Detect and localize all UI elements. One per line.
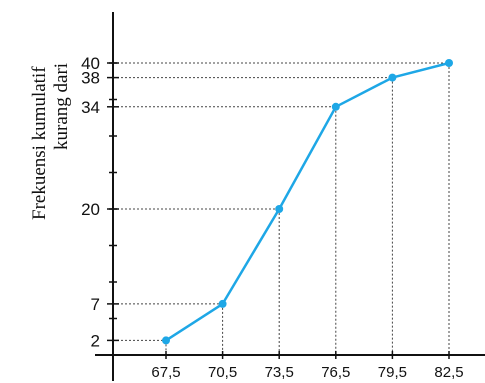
x-tick-label: 67,5	[151, 364, 180, 381]
x-tick-label: 70,5	[208, 364, 237, 381]
y-tick-label: 34	[81, 98, 100, 117]
data-point	[218, 299, 227, 308]
y-tick-label: 38	[81, 69, 100, 88]
data-point	[388, 73, 397, 82]
y-axis-title-line-1: Frekuensi kumulatif	[29, 66, 50, 220]
y-tick-label: 20	[81, 200, 100, 219]
data-point	[331, 102, 340, 111]
data-point	[275, 205, 284, 213]
data-point	[445, 59, 453, 67]
x-tick-label: 79,5	[378, 364, 407, 381]
y-tick-label: 2	[91, 331, 100, 350]
data-point	[162, 336, 170, 345]
x-tick-label: 73,5	[265, 364, 294, 381]
y-tick-label: 40	[81, 54, 100, 73]
x-tick-label: 82,5	[434, 364, 463, 381]
y-tick-label: 7	[91, 295, 100, 314]
y-axis-title: Frekuensi kumulatif kurang dari	[29, 63, 72, 220]
x-tick-label: 76,5	[321, 364, 350, 381]
guide-lines	[113, 62, 450, 355]
axes	[95, 12, 485, 381]
y-axis-title-line-2: kurang dari	[51, 63, 72, 150]
data-series	[162, 59, 453, 345]
series-line	[165, 61, 450, 342]
